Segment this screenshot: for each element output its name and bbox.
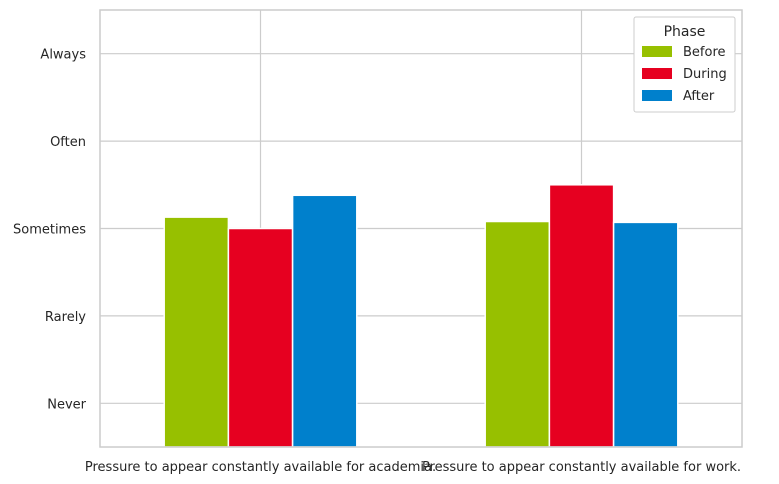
legend-items: Before During After <box>642 45 727 104</box>
y-tick-label: Often <box>50 135 86 150</box>
y-tick-label: Sometimes <box>13 223 86 238</box>
legend-swatch-before <box>642 46 672 57</box>
legend-label-before: Before <box>683 45 726 60</box>
y-tick-label: Rarely <box>45 310 86 325</box>
x-tick-label: Pressure to appear constantly available … <box>422 460 741 475</box>
bars <box>163 184 679 448</box>
bar-before-2 <box>484 220 551 448</box>
bar-after-1 <box>291 194 358 448</box>
bar-after-2 <box>612 221 679 448</box>
bar-during-1 <box>227 227 294 448</box>
legend-title: Phase <box>664 24 706 40</box>
y-tick-labels: Never Rarely Sometimes Often Always <box>13 48 87 413</box>
legend: Phase Before During After <box>633 16 736 113</box>
plot-frame <box>99 9 743 448</box>
x-tick-label: Pressure to appear constantly available … <box>85 460 436 475</box>
legend-box <box>633 16 736 113</box>
legend-label-during: During <box>683 67 727 82</box>
bar-before-1 <box>163 216 230 448</box>
bar-during-2 <box>548 184 615 448</box>
y-tick-label: Always <box>40 48 86 63</box>
legend-swatch-during <box>642 68 672 79</box>
legend-label-after: After <box>683 89 715 104</box>
legend-swatch-after <box>642 90 672 101</box>
y-tick-label: Never <box>47 397 86 412</box>
x-tick-labels: Pressure to appear constantly available … <box>85 460 741 475</box>
